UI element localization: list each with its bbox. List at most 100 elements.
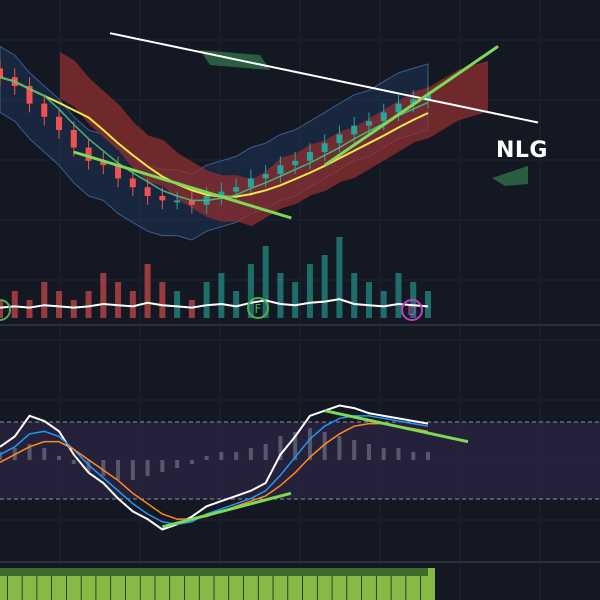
volume-bar bbox=[144, 264, 151, 318]
volume-bar bbox=[0, 300, 3, 318]
candle-body bbox=[218, 191, 225, 196]
candle-body bbox=[115, 165, 122, 179]
moving-average-fast bbox=[0, 76, 429, 202]
ichimoku-cloud-bull bbox=[492, 166, 528, 186]
oscillator-histogram-bar bbox=[307, 428, 312, 460]
candle-body bbox=[85, 147, 92, 161]
oscillator-histogram-bar bbox=[248, 448, 253, 460]
oscillator-histogram-bar bbox=[27, 444, 32, 460]
volume-bar bbox=[26, 300, 33, 318]
candle-body bbox=[321, 143, 328, 152]
oscillator-histogram-bar bbox=[42, 448, 47, 460]
strip-top-band bbox=[0, 568, 428, 576]
oscillator-histogram-bar bbox=[337, 436, 342, 460]
volume-bar bbox=[321, 255, 328, 318]
moving-average-long bbox=[109, 32, 539, 124]
volume-average-line bbox=[0, 298, 429, 309]
candle-body bbox=[351, 125, 358, 135]
oscillator-histogram-bar bbox=[352, 440, 357, 460]
volume-bar bbox=[262, 246, 269, 318]
candle-body bbox=[233, 187, 240, 192]
trendline-price-up bbox=[323, 45, 499, 167]
volume-bar bbox=[247, 264, 254, 318]
candle-body bbox=[425, 94, 431, 100]
candle-body bbox=[277, 165, 284, 174]
oscillator-histogram-bar bbox=[57, 456, 62, 460]
signal-marker-D bbox=[401, 299, 423, 321]
candle-body bbox=[336, 134, 343, 144]
oscillator-line bbox=[0, 404, 429, 531]
oscillator-histogram-bar bbox=[175, 460, 180, 468]
volume-bar bbox=[218, 273, 225, 318]
oscillator-histogram-bar bbox=[130, 460, 135, 480]
signal-marker bbox=[0, 299, 11, 321]
oscillator-histogram-bar bbox=[189, 460, 194, 464]
candle-body bbox=[365, 121, 372, 126]
volume-bar bbox=[365, 282, 372, 318]
signal-label-F: F bbox=[255, 302, 262, 316]
volume-bar bbox=[174, 291, 181, 318]
volume-bar bbox=[70, 300, 77, 318]
oscillator-histogram-bar bbox=[71, 460, 76, 464]
oscillator-band bbox=[0, 422, 600, 499]
volume-bar bbox=[233, 291, 240, 318]
oscillator-histogram-bar bbox=[145, 460, 150, 476]
candle-body bbox=[70, 130, 77, 148]
oscillator-histogram-bar bbox=[101, 460, 106, 476]
oscillator-histogram-bar bbox=[411, 452, 416, 460]
volume-bar bbox=[85, 291, 92, 318]
oscillator-histogram-bar bbox=[116, 460, 121, 480]
candle-body bbox=[129, 178, 136, 188]
volume-bar bbox=[115, 282, 122, 318]
oscillator-histogram-bar bbox=[293, 432, 298, 460]
ichimoku-cloud-bear bbox=[60, 52, 488, 226]
volume-bar bbox=[159, 282, 166, 318]
oscillator-histogram-bar bbox=[322, 432, 327, 460]
candle-body bbox=[56, 116, 63, 130]
volume-bar bbox=[351, 273, 358, 318]
volume-bar bbox=[277, 273, 284, 318]
candle-body bbox=[159, 196, 166, 201]
volume-bar bbox=[306, 264, 313, 318]
candle-body bbox=[0, 68, 3, 78]
volume-bar bbox=[11, 291, 18, 318]
volume-bar bbox=[380, 291, 387, 318]
oscillator-histogram-bar bbox=[219, 452, 224, 460]
oscillator-histogram-bar bbox=[381, 448, 386, 460]
volume-bar bbox=[395, 273, 402, 318]
oscillator-histogram-bar bbox=[426, 452, 430, 460]
volume-bar bbox=[425, 291, 431, 318]
oscillator-histogram-bar bbox=[396, 448, 401, 460]
candle-body bbox=[380, 112, 387, 122]
candle-body bbox=[100, 160, 107, 166]
candle-body bbox=[247, 178, 254, 188]
volume-bar bbox=[292, 282, 299, 318]
candle-body bbox=[188, 200, 195, 205]
volume-bar bbox=[56, 291, 63, 318]
volume-bar bbox=[203, 282, 210, 318]
candle-body bbox=[262, 174, 269, 179]
trendline-osc-up bbox=[161, 491, 292, 529]
oscillator-histogram-bar bbox=[204, 456, 209, 460]
candle-body bbox=[395, 103, 402, 113]
candle-body bbox=[174, 200, 181, 203]
oscillator-line bbox=[0, 415, 429, 526]
oscillator-histogram-bar bbox=[86, 460, 91, 472]
candle-body bbox=[26, 86, 33, 104]
oscillator-histogram-bar bbox=[278, 436, 283, 460]
volume-bar bbox=[41, 282, 48, 318]
oscillator-histogram-bar bbox=[0, 452, 2, 460]
oscillator-histogram-bar bbox=[234, 452, 239, 460]
volume-bar bbox=[129, 291, 136, 318]
signal-label-D: D bbox=[407, 304, 416, 318]
oscillator-histogram-bar bbox=[366, 444, 371, 460]
volume-bar bbox=[100, 273, 107, 318]
volume-bar bbox=[336, 237, 343, 318]
oscillator-histogram-bar bbox=[263, 444, 268, 460]
volume-bar bbox=[188, 300, 195, 318]
signal-marker-F bbox=[247, 297, 269, 319]
trendline-osc-down bbox=[324, 409, 469, 444]
candle-body bbox=[306, 152, 313, 161]
